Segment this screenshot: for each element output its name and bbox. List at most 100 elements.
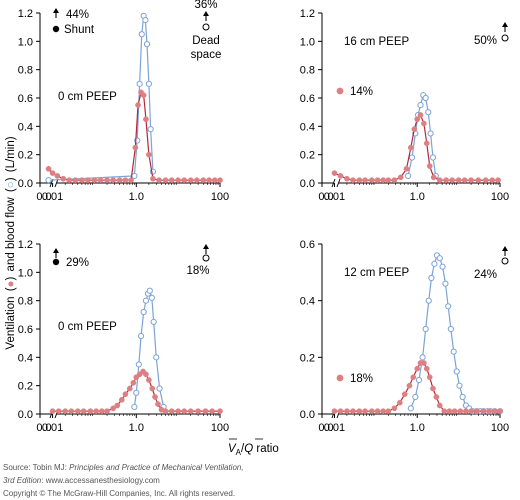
ventilation-point [414, 365, 421, 372]
ventilation-point [211, 177, 218, 184]
ventilation-point [91, 177, 98, 184]
ventilation-point [491, 408, 498, 415]
y-tick-label: 0.2 [18, 150, 33, 162]
ventilation-point [421, 360, 427, 366]
ventilation-point [463, 408, 469, 415]
ventilation-point [156, 177, 162, 184]
filled-circle-icon [52, 258, 60, 266]
ventilation-point [143, 116, 149, 123]
shunt-value: 18% [350, 373, 373, 385]
up-arrow-icon [53, 8, 59, 18]
ventilation-point [368, 408, 375, 415]
blood-flow-point [136, 80, 143, 87]
ventilation-point [426, 374, 433, 381]
ventilation-point [202, 408, 209, 415]
ventilation-point [49, 170, 56, 176]
ventilation-point [114, 402, 121, 409]
ventilation-point [441, 408, 448, 415]
x-tick-label: 0.01 [324, 191, 345, 203]
x-tick-label: 100 [211, 191, 229, 203]
ventilation-point [93, 408, 100, 415]
y-tick-label: 1.2 [18, 239, 33, 251]
ventilation-point [217, 177, 223, 184]
ventilation-point [98, 408, 105, 415]
ylabel-main: Ventilation [5, 296, 17, 349]
blood-flow-point [429, 154, 437, 161]
arrow-head [203, 11, 209, 16]
ventilation-point [356, 408, 363, 415]
ventilation-point [486, 408, 493, 415]
ventilation-point [414, 116, 421, 123]
shunt-value: 14% [350, 86, 373, 98]
ventilation-point [118, 396, 125, 403]
ventilation-point [474, 408, 480, 415]
dead-space-value: 24% [474, 269, 497, 281]
x-axis-title: VA/Q ratio [228, 438, 279, 457]
axis-break-mark [336, 178, 341, 188]
x-tick-label: 0.0 [36, 422, 51, 434]
ventilation-point [421, 120, 427, 127]
y-axis-title: Ventilation (●) and blood flow (○) (L/mi… [5, 136, 17, 349]
ventilation-point [126, 385, 133, 392]
shunt-label: Shunt [64, 24, 95, 36]
ventilation-point [426, 163, 433, 169]
blood-flow-point [439, 263, 446, 270]
ventilation-point [380, 177, 386, 184]
ventilation-point [337, 173, 344, 179]
y-tick-label: 0.0 [18, 409, 33, 421]
peep-label: 0 cm PEEP [58, 91, 117, 103]
ventilation-point [344, 408, 350, 415]
ventilation-point [155, 401, 161, 407]
ventilation-point [344, 175, 350, 182]
blood-flow-point [453, 368, 460, 375]
y-tick-label: 1.2 [18, 8, 33, 20]
ventilation-point [110, 405, 117, 412]
ventilation-point [149, 385, 156, 392]
ventilation-point [443, 177, 450, 184]
ventilation-point [195, 408, 201, 415]
blood-flow-point [442, 280, 449, 287]
x-tick-label: 0.01 [42, 422, 63, 434]
y-tick-label: 0.0 [18, 178, 33, 190]
ventilation-point [206, 177, 212, 184]
y-tick-label: 0.4 [18, 121, 33, 133]
x-tick-label: 0.0 [36, 191, 51, 203]
y-tick-label: 0.4 [300, 296, 315, 308]
y-tick-label: 0.6 [300, 239, 315, 251]
ventilation-point [396, 399, 403, 406]
open-circle-icon [501, 34, 509, 42]
ventilation-point [468, 177, 474, 184]
ventilation-point [217, 408, 223, 415]
blood-flow-point [142, 16, 149, 24]
ventilation-point [187, 408, 194, 415]
blood-flow-point [140, 308, 147, 316]
y-tick-label: 0.2 [300, 352, 315, 364]
ventilation-point [337, 408, 344, 415]
ventilation-point [475, 177, 482, 184]
shunt-value: 44% [66, 9, 89, 21]
blood-flow-point [425, 297, 432, 304]
blood-flow-point [143, 41, 151, 48]
x-tick-label: 1.0 [410, 422, 425, 434]
peep-label: 12 cm PEEP [344, 267, 410, 279]
copyright-line: Copyright © The McGraw-Hill Companies, I… [3, 489, 235, 498]
ventilation-point [130, 379, 137, 386]
ventilation-point [146, 151, 152, 158]
ventilation-point [181, 177, 188, 184]
x-tick-label: 100 [491, 191, 509, 203]
blood-flow-point [156, 385, 163, 392]
ventilation-point [194, 177, 200, 184]
ventilation-point [122, 177, 129, 184]
ventilation-point [74, 408, 81, 415]
blood-flow-point [427, 130, 434, 137]
y-tick-label: 1.0 [18, 267, 33, 279]
ventilation-point [489, 177, 496, 184]
blood-flow-point [417, 101, 424, 109]
filled-circle-icon [52, 25, 60, 33]
ventilation-point [430, 174, 437, 181]
ventilation-point [116, 177, 123, 184]
arrow-head [53, 248, 59, 253]
open-circle-icon [202, 23, 210, 31]
ventilation-point [362, 177, 368, 184]
